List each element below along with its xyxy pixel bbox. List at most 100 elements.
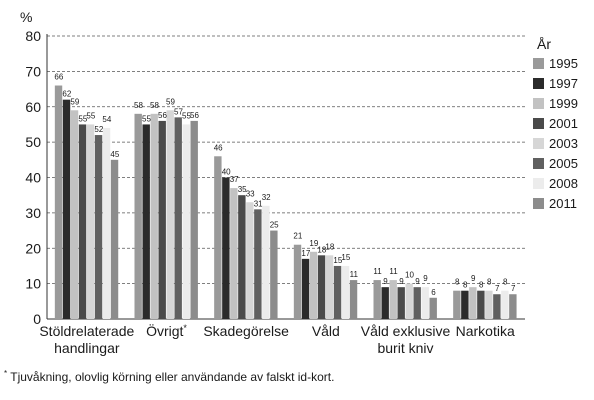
y-tick-label: 40	[25, 170, 41, 186]
y-tick-label: 50	[25, 134, 41, 150]
legend-entry: 1995	[549, 56, 578, 71]
data-label: 46	[214, 143, 223, 152]
data-label: 62	[62, 90, 71, 99]
data-label: 58	[150, 101, 159, 110]
bar	[373, 280, 381, 319]
legend-entry: 1997	[549, 76, 578, 91]
data-label: 35	[238, 185, 247, 194]
data-label: 31	[254, 199, 263, 208]
bar	[62, 99, 71, 319]
data-label: 9	[471, 274, 476, 283]
bar	[293, 244, 302, 319]
data-label: 8	[463, 281, 468, 290]
footnote-text: Tjuvåkning, olovlig körning eller använd…	[7, 370, 335, 384]
bar	[509, 294, 517, 319]
data-label: 8	[455, 278, 460, 287]
data-label: 15	[333, 256, 342, 265]
legend-swatch	[533, 58, 544, 69]
data-label: 11	[350, 270, 359, 279]
bar	[389, 280, 397, 319]
legend-entry: 1999	[549, 96, 578, 111]
legend-swatch	[533, 198, 544, 209]
y-tick-label: 80	[25, 28, 41, 44]
data-label: 52	[94, 125, 103, 134]
y-tick-label: 70	[25, 63, 41, 79]
data-label: 37	[230, 175, 239, 184]
x-tick-label: Övrigt*	[146, 322, 187, 339]
x-tick-label: Våld exklusive	[361, 323, 451, 339]
data-label: 9	[423, 274, 428, 283]
bar	[429, 297, 437, 319]
data-label: 9	[415, 277, 420, 286]
bar	[501, 290, 509, 319]
data-label: 9	[399, 277, 404, 286]
data-label: 25	[270, 221, 279, 230]
bar	[325, 255, 334, 319]
data-label: 18	[317, 245, 326, 254]
bar	[174, 117, 182, 319]
data-label: 21	[293, 232, 302, 241]
data-label: 55	[78, 114, 87, 123]
data-label: 58	[134, 101, 143, 110]
legend-title: År	[537, 36, 551, 52]
bar	[349, 280, 358, 319]
bar	[230, 188, 238, 319]
data-label: 59	[70, 97, 79, 106]
legend-swatch	[533, 178, 544, 189]
bar	[246, 202, 254, 319]
x-tick-label: handlingar	[54, 340, 120, 356]
x-tick-label: Stöldrelaterade	[39, 323, 134, 339]
bar	[102, 127, 111, 319]
bar	[182, 124, 190, 319]
data-label: 55	[182, 111, 191, 120]
data-label: 55	[86, 111, 95, 120]
legend-entry: 2011	[549, 196, 577, 211]
data-label: 9	[383, 277, 388, 286]
bar	[461, 290, 469, 319]
data-label: 57	[174, 107, 183, 116]
data-label: 40	[222, 168, 231, 177]
y-tick-label: 60	[25, 99, 41, 115]
bar	[86, 124, 95, 319]
footnote: * Tjuvåkning, olovlig körning eller anvä…	[4, 369, 334, 384]
bar	[190, 120, 198, 320]
bar	[317, 255, 326, 319]
x-tick-label: Skadegörelse	[203, 323, 289, 339]
bar	[397, 287, 405, 319]
bar	[493, 294, 501, 319]
data-label: 8	[503, 278, 508, 287]
legend-entry: 2008	[549, 176, 578, 191]
data-label: 56	[190, 111, 199, 120]
data-label: 59	[166, 97, 175, 106]
data-label: 55	[142, 114, 151, 123]
bar	[477, 290, 485, 319]
bar	[309, 251, 318, 319]
legend-swatch	[533, 138, 544, 149]
y-tick-label: 20	[25, 240, 41, 256]
legend-swatch	[533, 98, 544, 109]
x-tick-label: burit kniv	[377, 340, 433, 356]
bar	[134, 113, 142, 319]
x-tick-label: Våld	[312, 323, 340, 339]
y-axis-label: %	[20, 9, 32, 25]
bar	[150, 113, 158, 319]
bar	[222, 177, 230, 319]
bar	[78, 124, 87, 319]
bar	[110, 159, 119, 319]
data-label: 56	[158, 111, 167, 120]
data-label: 66	[54, 73, 63, 82]
data-label: 18	[325, 242, 334, 251]
data-label: 8	[479, 281, 484, 290]
y-tick-label: 0	[33, 311, 41, 327]
bar	[238, 195, 246, 319]
bar	[54, 85, 63, 320]
bar	[166, 110, 174, 319]
data-label: 19	[309, 239, 318, 248]
footnote-marker: *	[4, 369, 8, 378]
legend-entry: 2003	[549, 136, 578, 151]
data-label: 8	[487, 278, 492, 287]
bar	[413, 287, 421, 319]
bar	[158, 120, 166, 320]
